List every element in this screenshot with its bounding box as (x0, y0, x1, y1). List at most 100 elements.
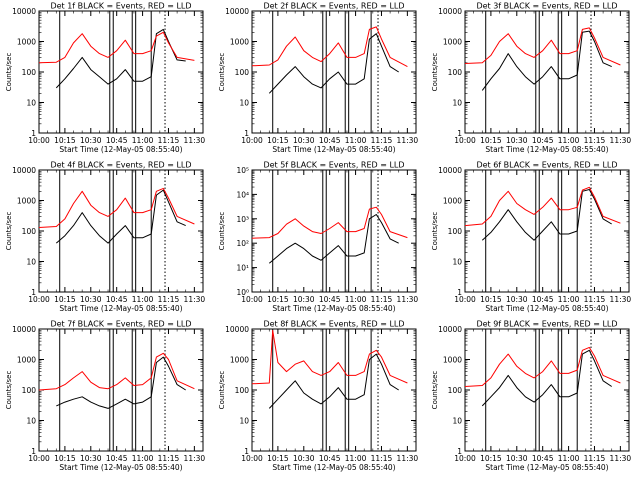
x-tick-label: 11:00 (132, 454, 154, 463)
x-tick-label: 10:45 (319, 136, 341, 145)
x-tick-label: 10:00 (241, 295, 263, 304)
x-tick-label: 11:00 (345, 136, 367, 145)
subplot-title: Det 7f BLACK = Events, RED = LLD (50, 320, 191, 329)
lld-series-line (464, 186, 621, 227)
subplot-title: Det 3f BLACK = Events, RED = LLD (476, 2, 617, 11)
y-tick-label: 1000 (443, 356, 462, 365)
y-axis-label: Counts/sec (5, 53, 13, 92)
x-tick-label: 10:15 (54, 136, 76, 145)
y-tick-label: 100 (235, 68, 250, 77)
y-tick-label: 10⁰ (236, 288, 249, 297)
x-tick-label: 10:45 (106, 136, 128, 145)
x-axis-label: Start Time (12-May-05 08:55:40) (272, 463, 395, 472)
x-tick-label: 11:00 (345, 454, 367, 463)
y-tick-label: 10⁵ (236, 166, 249, 175)
y-axis-label: Counts/sec (218, 212, 226, 251)
x-tick-label: 10:15 (480, 295, 502, 304)
subplot-title: Det 2f BLACK = Events, RED = LLD (263, 2, 404, 11)
y-tick-label: 10 (26, 417, 36, 426)
x-tick-label: 11:15 (584, 454, 606, 463)
x-tick-label: 10:15 (480, 136, 502, 145)
x-tick-label: 11:00 (558, 295, 580, 304)
x-tick-label: 10:45 (532, 295, 554, 304)
lld-series-line (464, 346, 621, 387)
plot-frame (251, 169, 417, 293)
x-tick-label: 11:30 (397, 454, 419, 463)
x-tick-label: 10:45 (106, 295, 128, 304)
y-tick-label: 100 (22, 386, 37, 395)
y-tick-label: 10000 (12, 166, 36, 175)
y-tick-label: 10000 (225, 7, 249, 16)
x-tick-label: 10:45 (319, 454, 341, 463)
x-tick-label: 11:00 (558, 454, 580, 463)
y-axis-label: Counts/sec (431, 371, 439, 410)
subplot: 1 10 100 1000 10000 10:00 10:15 10:30 10:45 11:00… (431, 161, 631, 314)
y-tick-label: 10 (452, 99, 462, 108)
x-axis-label: Start Time (12-May-05 08:55:40) (485, 145, 608, 154)
x-tick-label: 11:00 (132, 295, 154, 304)
y-axis-label: Counts/sec (431, 212, 439, 251)
x-tick-label: 10:15 (54, 295, 76, 304)
y-tick-label: 10⁴ (236, 190, 249, 199)
x-tick-label: 10:15 (267, 295, 289, 304)
subplot-title: Det 4f BLACK = Events, RED = LLD (50, 161, 191, 170)
x-axis-label: Start Time (12-May-05 08:55:40) (59, 145, 182, 154)
y-tick-label: 10000 (12, 325, 36, 334)
events-series-line (268, 214, 399, 264)
events-series-line (481, 30, 612, 91)
subplot: 1 10 100 1000 10000 10:00 10:15 10:30 10:45 11:00… (5, 161, 205, 314)
subplot-title: Det 5f BLACK = Events, RED = LLD (263, 161, 404, 170)
subplot-title: Det 6f BLACK = Events, RED = LLD (476, 161, 617, 170)
x-tick-label: 11:30 (610, 454, 632, 463)
y-tick-label: 10 (452, 258, 462, 267)
y-tick-label: 100 (448, 386, 463, 395)
x-tick-label: 10:30 (506, 454, 528, 463)
x-tick-label: 11:30 (397, 295, 419, 304)
y-tick-label: 1000 (443, 38, 462, 47)
x-tick-label: 11:30 (610, 295, 632, 304)
x-tick-label: 10:30 (506, 136, 528, 145)
events-series-line (268, 33, 399, 94)
y-tick-label: 100 (22, 227, 37, 236)
subplot: 1 10 100 1000 10000 10:00 10:15 10:30 10:45 11:00… (5, 320, 205, 473)
y-tick-label: 1000 (230, 38, 249, 47)
lld-series-line (251, 26, 408, 68)
x-tick-label: 11:30 (184, 295, 206, 304)
y-axis-label: Counts/sec (5, 371, 13, 410)
y-tick-label: 10000 (12, 7, 36, 16)
y-tick-label: 10 (452, 417, 462, 426)
plot-frame (38, 10, 204, 134)
events-series-line (56, 356, 186, 409)
x-tick-label: 11:15 (158, 454, 180, 463)
y-tick-label: 1000 (17, 197, 36, 206)
y-tick-label: 100 (22, 68, 37, 77)
y-tick-label: 10000 (438, 325, 462, 334)
x-tick-label: 10:30 (293, 295, 315, 304)
x-tick-label: 10:15 (480, 454, 502, 463)
subplot: 10⁰ 10¹ 10² 10³ 10⁴ 10⁵ 10:00 10:15 10:30 10:45 11… (218, 161, 418, 314)
y-tick-label: 1000 (443, 197, 462, 206)
x-tick-label: 11:30 (397, 136, 419, 145)
lld-series-line (464, 27, 621, 66)
x-tick-label: 10:15 (54, 454, 76, 463)
x-axis-label: Start Time (12-May-05 08:55:40) (272, 304, 395, 313)
plot-frame (251, 10, 417, 134)
x-tick-label: 11:00 (132, 136, 154, 145)
x-axis-label: Start Time (12-May-05 08:55:40) (59, 304, 182, 313)
y-tick-label: 10 (26, 99, 36, 108)
x-tick-label: 10:00 (28, 136, 50, 145)
x-tick-label: 10:30 (293, 454, 315, 463)
x-tick-label: 10:45 (319, 295, 341, 304)
y-tick-label: 1000 (17, 356, 36, 365)
y-tick-label: 10 (26, 258, 36, 267)
lld-series-line (251, 329, 408, 385)
x-tick-label: 10:30 (506, 295, 528, 304)
y-axis-label: Counts/sec (218, 371, 226, 410)
x-tick-label: 11:00 (558, 136, 580, 145)
x-tick-label: 10:45 (106, 454, 128, 463)
x-tick-label: 11:00 (345, 295, 367, 304)
x-tick-label: 11:15 (584, 295, 606, 304)
x-tick-label: 10:30 (80, 295, 102, 304)
x-tick-label: 11:30 (610, 136, 632, 145)
